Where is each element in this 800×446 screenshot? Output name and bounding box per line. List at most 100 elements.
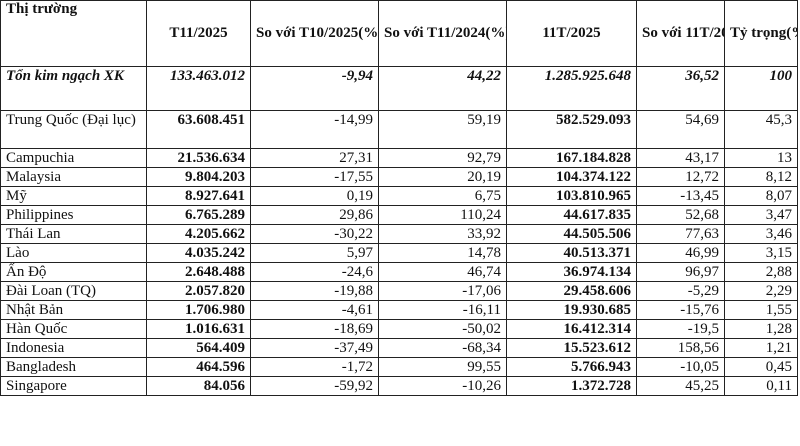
market-name: Mỹ [0, 186, 147, 206]
market-name: Lào [0, 243, 147, 263]
table-row: Mỹ 8.927.641 0,19 6,75 103.810.965 -13,4… [0, 186, 798, 206]
value-11t: 167.184.828 [506, 148, 637, 168]
value-share: 2,29 [724, 281, 798, 301]
value-vs-11t-2024: -10,05 [636, 357, 725, 377]
total-vs-t11-2024: 44,22 [378, 66, 507, 111]
value-vs-t11-2024: 14,78 [378, 243, 507, 263]
value-t11: 1.706.980 [146, 300, 251, 320]
value-11t: 103.810.965 [506, 186, 637, 206]
value-share: 1,28 [724, 319, 798, 339]
value-11t: 5.766.943 [506, 357, 637, 377]
value-vs-11t-2024: -19,5 [636, 319, 725, 339]
value-vs-t10: -30,22 [250, 224, 379, 244]
value-vs-t10: -18,69 [250, 319, 379, 339]
market-name: Indonesia [0, 338, 147, 358]
value-vs-t10: -4,61 [250, 300, 379, 320]
value-vs-t11-2024: 99,55 [378, 357, 507, 377]
value-vs-11t-2024: 52,68 [636, 205, 725, 225]
value-vs-t11-2024: 92,79 [378, 148, 507, 168]
market-name: Campuchia [0, 148, 147, 168]
value-share: 3,15 [724, 243, 798, 263]
value-11t: 19.930.685 [506, 300, 637, 320]
total-row: Tổn kim ngạch XK 133.463.012 -9,94 44,22… [0, 66, 798, 111]
value-vs-t10: -37,49 [250, 338, 379, 358]
header-share: Tỷ trọng(%) [724, 0, 798, 67]
header-t11-2025: T11/2025 [146, 0, 251, 67]
value-11t: 44.617.835 [506, 205, 637, 225]
value-vs-11t-2024: -13,45 [636, 186, 725, 206]
value-t11: 9.804.203 [146, 167, 251, 187]
value-t11: 63.608.451 [146, 110, 251, 149]
value-vs-t10: 27,31 [250, 148, 379, 168]
value-t11: 4.205.662 [146, 224, 251, 244]
market-name: Trung Quốc (Đại lục) [0, 110, 147, 149]
value-11t: 1.372.728 [506, 376, 637, 396]
export-market-table: Thị trường T11/2025 So với T10/2025(%) S… [0, 0, 798, 396]
total-11t: 1.285.925.648 [506, 66, 637, 111]
value-11t: 29.458.606 [506, 281, 637, 301]
header-vs-t10-2025: So với T10/2025(%) [250, 0, 379, 67]
value-vs-t11-2024: 20,19 [378, 167, 507, 187]
value-vs-t11-2024: -68,34 [378, 338, 507, 358]
total-t11: 133.463.012 [146, 66, 251, 111]
value-vs-t11-2024: 110,24 [378, 205, 507, 225]
market-name: Đài Loan (TQ) [0, 281, 147, 301]
value-vs-t10: -19,88 [250, 281, 379, 301]
table-row: Lào 4.035.242 5,97 14,78 40.513.371 46,9… [0, 243, 798, 263]
value-share: 2,88 [724, 262, 798, 282]
header-row: Thị trường T11/2025 So với T10/2025(%) S… [0, 0, 798, 67]
value-11t: 104.374.122 [506, 167, 637, 187]
value-share: 45,3 [724, 110, 798, 149]
value-vs-t11-2024: 33,92 [378, 224, 507, 244]
value-vs-t11-2024: -50,02 [378, 319, 507, 339]
market-name: Malaysia [0, 167, 147, 187]
market-name: Ấn Độ [0, 262, 147, 282]
value-share: 0,11 [724, 376, 798, 396]
market-name: Nhật Bản [0, 300, 147, 320]
table-row: Hàn Quốc 1.016.631 -18,69 -50,02 16.412.… [0, 319, 798, 339]
market-name: Singapore [0, 376, 147, 396]
value-11t: 16.412.314 [506, 319, 637, 339]
market-name: Thái Lan [0, 224, 147, 244]
value-11t: 582.529.093 [506, 110, 637, 149]
total-label: Tổn kim ngạch XK [0, 66, 147, 111]
value-share: 1,21 [724, 338, 798, 358]
header-11t-2025: 11T/2025 [506, 0, 637, 67]
value-vs-t11-2024: 59,19 [378, 110, 507, 149]
value-vs-t10: -24,6 [250, 262, 379, 282]
value-vs-11t-2024: 77,63 [636, 224, 725, 244]
value-t11: 2.057.820 [146, 281, 251, 301]
total-vs-11t-2024: 36,52 [636, 66, 725, 111]
header-market: Thị trường [0, 0, 147, 67]
table-row: Ấn Độ 2.648.488 -24,6 46,74 36.974.134 9… [0, 262, 798, 282]
header-vs-11t-2024: So với 11T/2024 (%) [636, 0, 725, 67]
value-11t: 15.523.612 [506, 338, 637, 358]
value-vs-11t-2024: 54,69 [636, 110, 725, 149]
value-vs-t11-2024: -16,11 [378, 300, 507, 320]
value-vs-t10: -14,99 [250, 110, 379, 149]
value-vs-t10: 5,97 [250, 243, 379, 263]
table-row: Nhật Bản 1.706.980 -4,61 -16,11 19.930.6… [0, 300, 798, 320]
value-11t: 36.974.134 [506, 262, 637, 282]
value-11t: 44.505.506 [506, 224, 637, 244]
value-share: 1,55 [724, 300, 798, 320]
table-row: Đài Loan (TQ) 2.057.820 -19,88 -17,06 29… [0, 281, 798, 301]
value-vs-11t-2024: 46,99 [636, 243, 725, 263]
value-vs-t10: -1,72 [250, 357, 379, 377]
table-row: Malaysia 9.804.203 -17,55 20,19 104.374.… [0, 167, 798, 187]
value-t11: 2.648.488 [146, 262, 251, 282]
value-t11: 4.035.242 [146, 243, 251, 263]
total-share: 100 [724, 66, 798, 111]
value-vs-t11-2024: -17,06 [378, 281, 507, 301]
value-t11: 84.056 [146, 376, 251, 396]
value-vs-11t-2024: 158,56 [636, 338, 725, 358]
table-row: Bangladesh 464.596 -1,72 99,55 5.766.943… [0, 357, 798, 377]
value-vs-11t-2024: -15,76 [636, 300, 725, 320]
value-share: 3,47 [724, 205, 798, 225]
value-vs-11t-2024: 96,97 [636, 262, 725, 282]
value-vs-t11-2024: 6,75 [378, 186, 507, 206]
table-row: Philippines 6.765.289 29,86 110,24 44.61… [0, 205, 798, 225]
market-name: Bangladesh [0, 357, 147, 377]
value-vs-t10: -17,55 [250, 167, 379, 187]
value-t11: 464.596 [146, 357, 251, 377]
